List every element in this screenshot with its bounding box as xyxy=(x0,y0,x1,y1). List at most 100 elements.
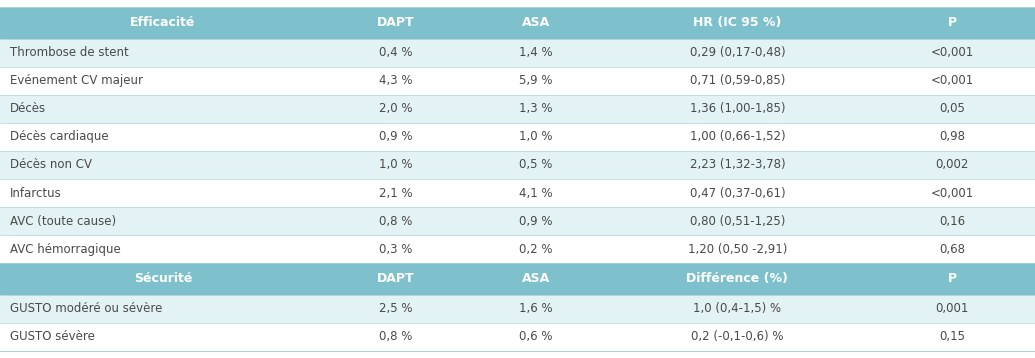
Text: ASA: ASA xyxy=(522,16,550,29)
Bar xyxy=(605,123,869,151)
Bar xyxy=(869,263,1035,295)
Text: 0,8 %: 0,8 % xyxy=(379,215,413,228)
Text: Infarctus: Infarctus xyxy=(10,187,62,199)
Bar xyxy=(326,295,466,323)
Text: 1,00 (0,66-1,52): 1,00 (0,66-1,52) xyxy=(689,130,786,143)
Bar xyxy=(466,39,605,67)
Text: Sécurité: Sécurité xyxy=(134,272,193,285)
Text: Décès cardiaque: Décès cardiaque xyxy=(10,130,109,143)
Bar xyxy=(466,179,605,207)
Bar xyxy=(326,179,466,207)
Bar xyxy=(605,179,869,207)
Bar xyxy=(869,67,1035,95)
Text: 4,1 %: 4,1 % xyxy=(519,187,553,199)
Bar xyxy=(466,67,605,95)
Bar xyxy=(0,151,326,179)
Text: Thrombose de stent: Thrombose de stent xyxy=(10,46,129,59)
Text: 0,5 %: 0,5 % xyxy=(519,159,553,171)
Bar xyxy=(326,39,466,67)
Text: Efficacité: Efficacité xyxy=(130,16,196,29)
Text: 0,9 %: 0,9 % xyxy=(379,130,413,143)
Bar xyxy=(326,263,466,295)
Text: 1,6 %: 1,6 % xyxy=(519,302,553,315)
Text: 2,1 %: 2,1 % xyxy=(379,187,413,199)
Bar xyxy=(605,95,869,123)
Text: P: P xyxy=(948,16,956,29)
Text: 4,3 %: 4,3 % xyxy=(379,74,413,87)
Text: 0,05: 0,05 xyxy=(939,102,965,115)
Bar xyxy=(605,39,869,67)
Text: 1,0 %: 1,0 % xyxy=(379,159,413,171)
Text: 0,6 %: 0,6 % xyxy=(519,330,553,343)
Text: 0,15: 0,15 xyxy=(939,330,966,343)
Text: 0,4 %: 0,4 % xyxy=(379,46,413,59)
Bar xyxy=(869,295,1035,323)
Bar xyxy=(869,7,1035,39)
Text: 1,4 %: 1,4 % xyxy=(519,46,553,59)
Bar xyxy=(605,7,869,39)
Bar xyxy=(466,207,605,235)
Text: 5,9 %: 5,9 % xyxy=(519,74,553,87)
Bar xyxy=(605,151,869,179)
Bar xyxy=(0,95,326,123)
Text: P: P xyxy=(948,272,956,285)
Text: DAPT: DAPT xyxy=(377,272,415,285)
Text: 0,8 %: 0,8 % xyxy=(379,330,413,343)
Text: <0,001: <0,001 xyxy=(930,46,974,59)
Text: Evénement CV majeur: Evénement CV majeur xyxy=(10,74,144,87)
Bar xyxy=(0,295,326,323)
Text: 0,80 (0,51-1,25): 0,80 (0,51-1,25) xyxy=(689,215,786,228)
Text: 0,29 (0,17-0,48): 0,29 (0,17-0,48) xyxy=(689,46,786,59)
Bar xyxy=(605,235,869,263)
Bar xyxy=(0,67,326,95)
Text: <0,001: <0,001 xyxy=(930,187,974,199)
Text: 0,001: 0,001 xyxy=(936,302,969,315)
Text: Différence (%): Différence (%) xyxy=(686,272,789,285)
Bar xyxy=(0,179,326,207)
Bar xyxy=(466,263,605,295)
Bar xyxy=(326,7,466,39)
Text: 1,36 (1,00-1,85): 1,36 (1,00-1,85) xyxy=(689,102,786,115)
Text: 0,2 %: 0,2 % xyxy=(519,243,553,256)
Text: 0,002: 0,002 xyxy=(936,159,969,171)
Bar xyxy=(0,7,326,39)
Bar xyxy=(605,67,869,95)
Bar xyxy=(869,151,1035,179)
Bar xyxy=(326,235,466,263)
Text: 1,0 (0,4-1,5) %: 1,0 (0,4-1,5) % xyxy=(693,302,781,315)
Bar xyxy=(869,179,1035,207)
Text: 2,23 (1,32-3,78): 2,23 (1,32-3,78) xyxy=(689,159,786,171)
Bar xyxy=(466,323,605,351)
Bar xyxy=(869,323,1035,351)
Text: GUSTO modéré ou sévère: GUSTO modéré ou sévère xyxy=(10,302,162,315)
Text: 1,0 %: 1,0 % xyxy=(519,130,553,143)
Text: Décès non CV: Décès non CV xyxy=(10,159,92,171)
Bar xyxy=(0,263,326,295)
Bar xyxy=(326,323,466,351)
Bar xyxy=(466,295,605,323)
Text: 0,9 %: 0,9 % xyxy=(519,215,553,228)
Bar xyxy=(605,323,869,351)
Text: 0,47 (0,37-0,61): 0,47 (0,37-0,61) xyxy=(689,187,786,199)
Bar xyxy=(326,67,466,95)
Bar xyxy=(869,235,1035,263)
Text: AVC (toute cause): AVC (toute cause) xyxy=(10,215,117,228)
Bar xyxy=(0,39,326,67)
Bar xyxy=(466,151,605,179)
Bar xyxy=(326,123,466,151)
Bar xyxy=(466,123,605,151)
Bar xyxy=(869,207,1035,235)
Text: Décès: Décès xyxy=(10,102,47,115)
Text: DAPT: DAPT xyxy=(377,16,415,29)
Bar xyxy=(326,95,466,123)
Bar xyxy=(466,95,605,123)
Text: 0,2 (-0,1-0,6) %: 0,2 (-0,1-0,6) % xyxy=(691,330,783,343)
Text: 1,3 %: 1,3 % xyxy=(519,102,553,115)
Bar xyxy=(605,207,869,235)
Text: 0,68: 0,68 xyxy=(939,243,966,256)
Text: 0,71 (0,59-0,85): 0,71 (0,59-0,85) xyxy=(689,74,786,87)
Text: 0,16: 0,16 xyxy=(939,215,966,228)
Bar xyxy=(869,39,1035,67)
Bar xyxy=(869,95,1035,123)
Bar xyxy=(326,151,466,179)
